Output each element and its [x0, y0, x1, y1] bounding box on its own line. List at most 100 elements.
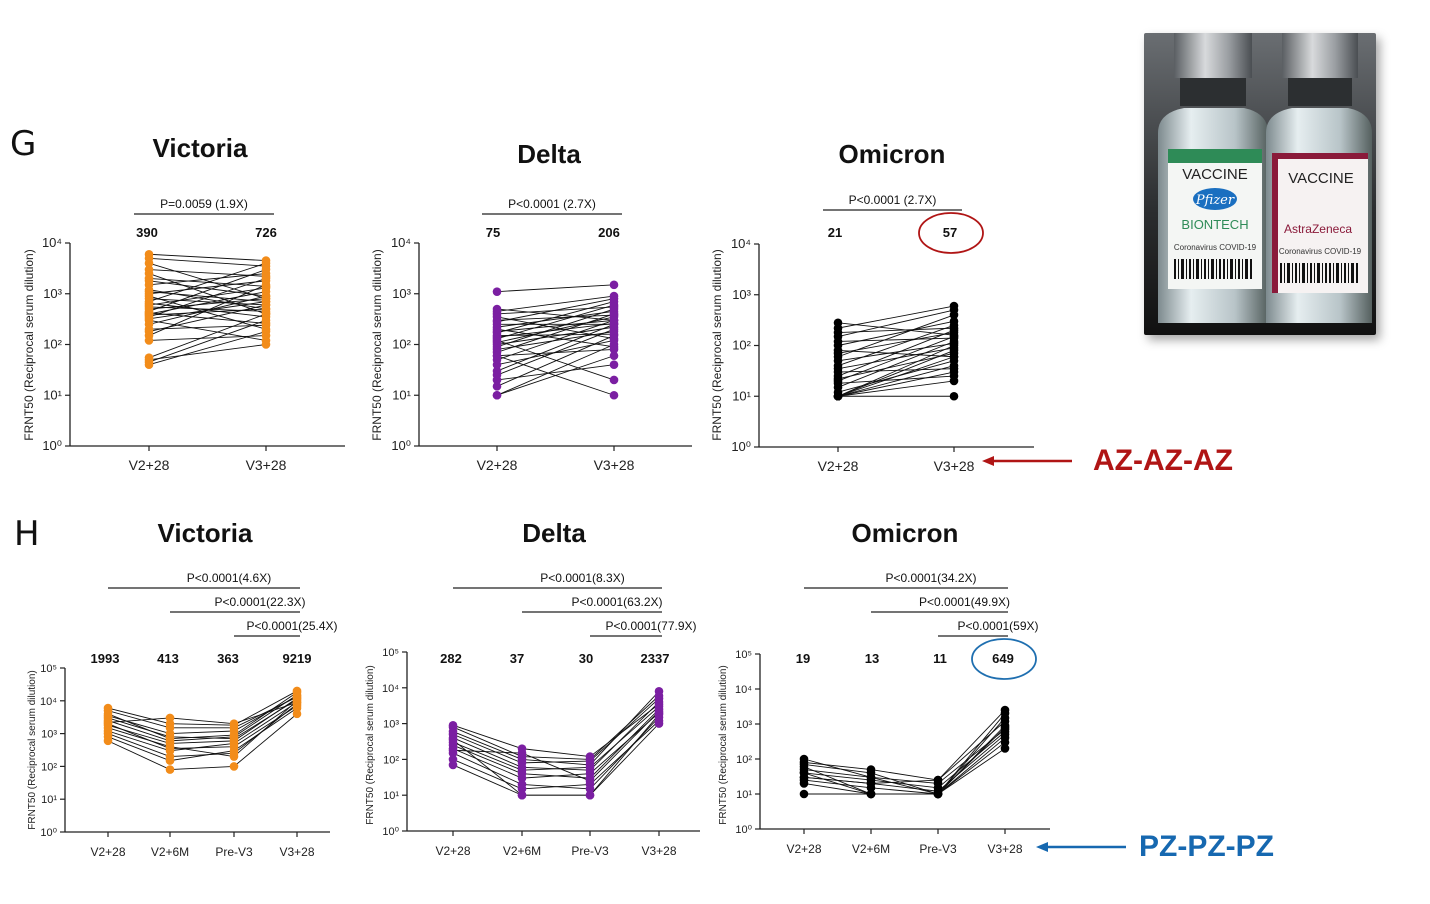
subject-line	[148, 289, 267, 310]
y-tick-label: 10³	[43, 286, 62, 301]
subject-line	[496, 301, 615, 334]
series-points	[833, 301, 959, 401]
subject-line	[452, 709, 660, 779]
chart-g-omicron: Omicron 10⁰ 10¹ 10² 10³ 10⁴ V2+28 V3+28 FRNT50 (…	[710, 139, 1034, 474]
subject-line	[837, 375, 955, 384]
subject-line	[148, 269, 267, 312]
vaccine-vials-photo: VACCINE Pfizer BIONTECH Coronavirus COVI…	[1144, 33, 1376, 335]
y-tick-label: 10³	[736, 719, 752, 731]
data-point	[261, 336, 271, 345]
x-tick-label: V3+28	[641, 844, 676, 858]
y-tick-label: 10⁵	[735, 649, 752, 661]
subject-line	[148, 257, 267, 267]
data-point	[949, 352, 959, 362]
subject-line	[837, 345, 955, 397]
data-point	[448, 720, 458, 730]
median-label: 413	[157, 651, 179, 666]
subject-line	[803, 737, 1006, 795]
data-point	[949, 316, 959, 326]
subject-line	[107, 713, 298, 771]
data-point	[492, 382, 502, 391]
y-tick-label: 10²	[41, 761, 57, 773]
x-tick-label: V2+6M	[503, 844, 541, 858]
subject-line	[148, 344, 267, 361]
chart-h-omicron: Omicron 10⁰ 10¹ 10² 10³ 10⁴ 10⁵ V2+28 V2+6M Pre-V…	[718, 518, 1050, 856]
subject-line	[107, 692, 298, 740]
data-point	[229, 762, 239, 771]
y-tick-label: 10⁰	[391, 438, 411, 453]
comparison-label: P=0.0059 (1.9X)	[160, 197, 248, 211]
data-point	[229, 730, 239, 740]
data-point	[517, 790, 527, 800]
median-label: 726	[255, 225, 277, 240]
subject-line	[837, 309, 955, 338]
subject-line	[148, 324, 267, 330]
data-point	[933, 789, 943, 799]
x-tick-label: V2+28	[90, 845, 125, 859]
y-tick-label: 10⁰	[42, 438, 62, 453]
subject-line	[148, 319, 267, 341]
data-point	[261, 256, 271, 265]
subject-line	[496, 319, 615, 332]
subject-line	[837, 322, 955, 336]
data-point	[492, 304, 502, 314]
data-point	[866, 789, 876, 799]
data-point	[585, 752, 595, 761]
arrow-az	[982, 456, 1072, 466]
data-point	[165, 734, 175, 743]
y-tick-label: 10³	[732, 287, 751, 302]
series-lines	[452, 690, 660, 796]
x-tick-label: V2+28	[818, 458, 859, 474]
comparison-label: P<0.0001(63.2X)	[571, 595, 662, 609]
data-point	[165, 765, 175, 774]
x-tick-label: V3+28	[987, 842, 1022, 856]
data-point	[517, 748, 527, 758]
subject-line	[107, 700, 298, 758]
median-label: 282	[440, 651, 462, 666]
series-lines	[148, 253, 267, 366]
y-tick-label: 10¹	[43, 387, 62, 402]
median-label: 363	[217, 651, 239, 666]
data-point	[833, 318, 843, 328]
subject-line	[452, 711, 660, 782]
median-label: 13	[865, 651, 879, 666]
data-point	[609, 291, 619, 301]
data-point	[585, 776, 595, 786]
comparison-label: P<0.0001(25.4X)	[246, 619, 337, 633]
data-point	[609, 315, 619, 325]
series-points	[144, 249, 271, 369]
x-tick-label: V2+28	[129, 457, 170, 473]
legend-az-az-az: AZ-AZ-AZ	[1093, 444, 1233, 477]
data-point	[492, 287, 502, 296]
subject-line	[496, 284, 615, 293]
y-tick-label: 10⁴	[42, 235, 62, 250]
series-points	[799, 705, 1010, 799]
median-highlight-circle	[918, 212, 984, 254]
arrow-head	[1036, 842, 1048, 852]
subject-line	[496, 316, 615, 343]
y-tick-label: 10²	[43, 337, 62, 352]
y-axis-label: FRNT50 (Reciprocal serum dilution)	[27, 670, 38, 830]
y-tick-label: 10³	[392, 286, 411, 301]
subject-line	[803, 713, 1006, 795]
data-point	[144, 265, 154, 274]
series-points	[492, 280, 619, 400]
data-point	[654, 707, 664, 716]
median-label: 57	[943, 225, 957, 240]
legend-pz-pz-pz: PZ-PZ-PZ	[1139, 830, 1274, 863]
data-point	[1000, 744, 1010, 753]
data-point	[609, 390, 619, 400]
subject-line	[837, 380, 955, 397]
median-label: 75	[486, 225, 500, 240]
data-point	[609, 375, 619, 385]
median-label: 649	[992, 651, 1014, 666]
data-point	[609, 360, 619, 369]
subject-line	[837, 371, 955, 397]
subject-line	[496, 308, 615, 321]
comparison-label: P<0.0001(22.3X)	[214, 595, 305, 609]
series-points	[103, 686, 302, 774]
subject-line	[107, 707, 298, 762]
subject-line	[148, 335, 267, 341]
data-point	[654, 699, 664, 709]
median-label: 1993	[91, 651, 120, 666]
